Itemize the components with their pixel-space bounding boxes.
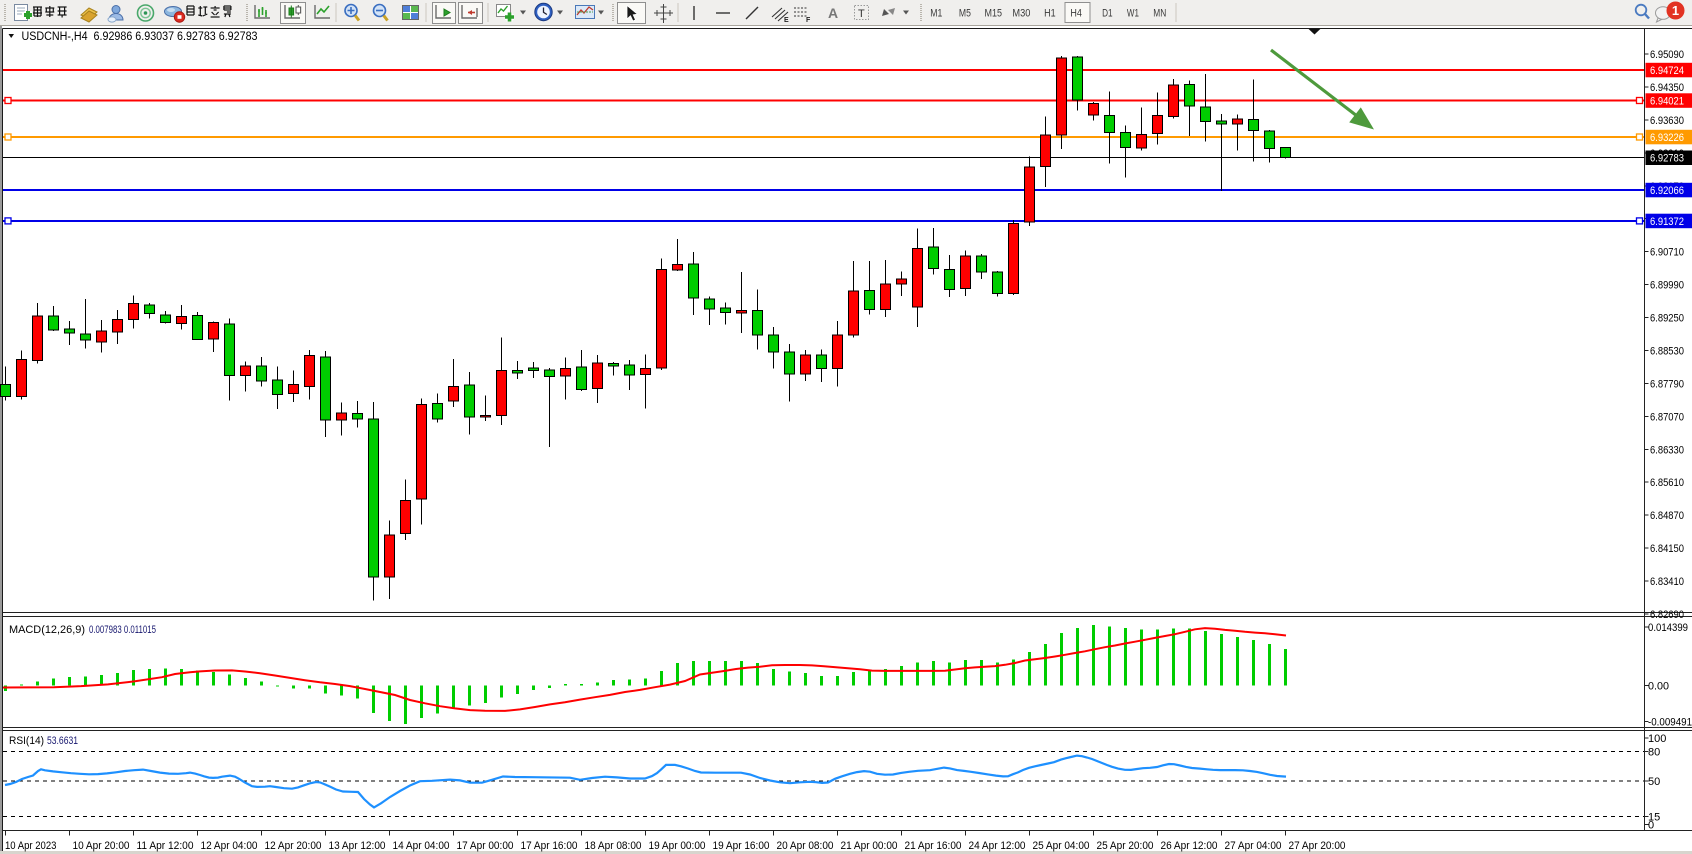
svg-text:0: 0 [1648,820,1654,832]
svg-text:26 Apr 12:00: 26 Apr 12:00 [1161,840,1218,852]
svg-text:6.92783: 6.92783 [1650,153,1684,165]
svg-text:10 Apr 20:00: 10 Apr 20:00 [73,840,130,852]
svg-text:12 Apr 20:00: 12 Apr 20:00 [265,840,322,852]
svg-text:27 Apr 04:00: 27 Apr 04:00 [1225,840,1282,852]
svg-text:50: 50 [1648,776,1660,788]
svg-text:M1: M1 [930,8,942,20]
svg-text:6.83410: 6.83410 [1650,576,1684,588]
svg-text:6.87070: 6.87070 [1650,411,1684,423]
svg-text:18 Apr 08:00: 18 Apr 08:00 [585,840,642,852]
svg-text:12 Apr 04:00: 12 Apr 04:00 [201,840,258,852]
svg-text:21 Apr 16:00: 21 Apr 16:00 [905,840,962,852]
svg-text:E: E [784,17,789,24]
svg-text:T: T [858,8,865,20]
svg-text:A: A [828,5,838,21]
svg-text:6.93630: 6.93630 [1650,115,1684,127]
svg-text:20 Apr 08:00: 20 Apr 08:00 [777,840,834,852]
svg-text:6.89990: 6.89990 [1650,280,1684,292]
svg-text:100: 100 [1648,733,1666,745]
svg-text:1: 1 [1672,3,1679,18]
svg-text:H4: H4 [1070,8,1082,20]
svg-text:6.84870: 6.84870 [1650,510,1684,522]
svg-text:25 Apr 04:00: 25 Apr 04:00 [1033,840,1090,852]
svg-text:6.90710: 6.90710 [1650,247,1684,259]
svg-text:10 Apr 2023: 10 Apr 2023 [5,840,57,852]
svg-text:6.85610: 6.85610 [1650,477,1684,489]
svg-text:M15: M15 [985,8,1003,20]
svg-text:6.91372: 6.91372 [1650,216,1684,228]
svg-text:6.84150: 6.84150 [1650,543,1684,555]
svg-text:27 Apr 20:00: 27 Apr 20:00 [1289,840,1346,852]
svg-text:13 Apr 12:00: 13 Apr 12:00 [329,840,386,852]
svg-text:6.94350: 6.94350 [1650,82,1684,94]
svg-text:W1: W1 [1127,8,1139,20]
svg-text:6.92066: 6.92066 [1650,185,1684,197]
svg-text:19 Apr 16:00: 19 Apr 16:00 [713,840,770,852]
svg-text:MACD(12,26,9): MACD(12,26,9) [9,624,85,636]
svg-text:6.95090: 6.95090 [1650,49,1684,61]
svg-text:0.007983 0.011015: 0.007983 0.011015 [89,624,156,636]
svg-text:-0.009491: -0.009491 [1648,716,1692,728]
svg-text:6.82690: 6.82690 [1650,609,1684,621]
svg-text:H1: H1 [1044,8,1056,20]
svg-text:6.94021: 6.94021 [1650,96,1684,108]
svg-text:D1: D1 [1102,8,1113,20]
svg-text:11 Apr 12:00: 11 Apr 12:00 [137,840,194,852]
svg-text:17 Apr 00:00: 17 Apr 00:00 [457,840,514,852]
svg-text:15: 15 [1648,812,1660,824]
svg-text:M30: M30 [1012,8,1030,20]
svg-text:6.94724: 6.94724 [1650,65,1684,77]
svg-text:MN: MN [1153,8,1166,20]
svg-text:21 Apr 00:00: 21 Apr 00:00 [841,840,898,852]
svg-text:6.86330: 6.86330 [1650,444,1684,456]
svg-text:RSI(14): RSI(14) [9,735,44,747]
svg-text:24 Apr 12:00: 24 Apr 12:00 [969,840,1026,852]
svg-text:53.6631: 53.6631 [47,735,78,747]
svg-text:17 Apr 16:00: 17 Apr 16:00 [521,840,578,852]
svg-text:6.89250: 6.89250 [1650,313,1684,325]
svg-text:F: F [806,17,811,24]
svg-text:19 Apr 00:00: 19 Apr 00:00 [649,840,706,852]
svg-text:0.014399: 0.014399 [1648,622,1688,634]
svg-text:80: 80 [1648,747,1660,759]
svg-text:6.87790: 6.87790 [1650,378,1684,390]
svg-text:0.00: 0.00 [1648,681,1669,693]
svg-text:25 Apr 20:00: 25 Apr 20:00 [1097,840,1154,852]
svg-text:USDCNH-,H4 6.92986 6.93037 6.: USDCNH-,H4 6.92986 6.93037 6.92783 6.927… [22,31,258,43]
svg-text:6.88530: 6.88530 [1650,345,1684,357]
svg-text:M5: M5 [959,8,971,20]
svg-text:14 Apr 04:00: 14 Apr 04:00 [393,840,450,852]
svg-text:6.93226: 6.93226 [1650,132,1684,144]
